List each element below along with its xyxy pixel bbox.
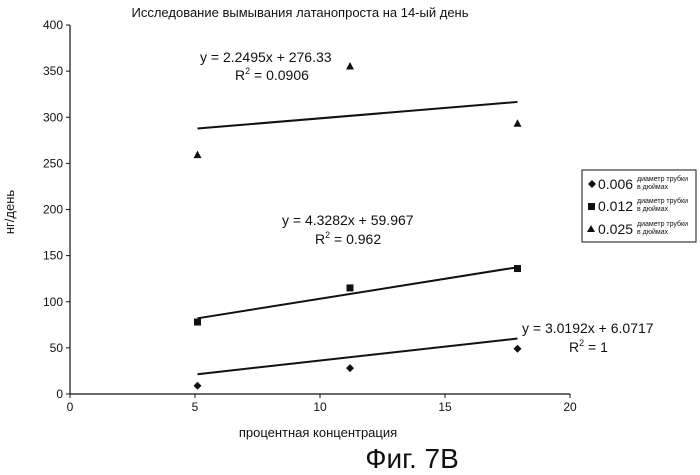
legend-label-3: 0.025 <box>598 221 633 237</box>
x-tick-label: 20 <box>563 400 577 414</box>
x-tick-label: 0 <box>67 400 74 414</box>
y-tick-label: 100 <box>43 295 63 309</box>
y-tick-group: 0 50 100 150 200 250 300 350 400 <box>43 18 70 401</box>
equation-series-3: y = 2.2495x + 276.33 <box>200 49 332 65</box>
y-tick-label: 150 <box>43 249 63 263</box>
equation-series-1: y = 3.0192x + 6.0717 <box>522 320 654 336</box>
r2-series-1: R2 = 1 <box>569 338 608 355</box>
figure-label: Фиг. 7В <box>365 443 459 474</box>
y-tick-label: 0 <box>56 387 63 401</box>
y-tick-label: 400 <box>43 18 63 32</box>
y-tick-label: 250 <box>43 156 63 170</box>
x-tick-group: 0 5 10 15 20 <box>67 394 577 414</box>
data-point-series-3 <box>194 151 202 159</box>
trendline-series-1 <box>198 339 518 375</box>
legend-label-1: 0.006 <box>598 176 633 192</box>
legend-note-3a: диаметр трубки <box>637 220 688 228</box>
legend-square-marker <box>588 203 595 210</box>
legend-note-3b: в дюймах <box>637 228 669 236</box>
data-point-series-2 <box>347 284 354 291</box>
trendline-series-3 <box>198 102 518 129</box>
legend-note-1a: диаметр трубки <box>637 175 688 183</box>
y-tick-label: 350 <box>43 64 63 78</box>
data-point-series-3 <box>514 119 522 127</box>
legend-note-2b: в дюймах <box>637 205 669 213</box>
plot-axes <box>70 25 570 394</box>
data-point-series-3 <box>346 62 354 69</box>
equation-series-2: y = 4.3282x + 59.967 <box>282 212 414 228</box>
trendline-series-2 <box>198 267 518 318</box>
y-axis-label: нг/день <box>2 190 17 235</box>
x-tick-label: 15 <box>438 400 452 414</box>
x-axis-label: процентная концентрация <box>239 425 397 440</box>
data-point-series-1 <box>346 364 354 372</box>
legend-note-1b: в дюймах <box>637 183 669 191</box>
y-tick-label: 50 <box>50 341 64 355</box>
data-point-series-1 <box>194 382 202 390</box>
data-point-series-2 <box>194 319 201 326</box>
legend: 0.006 диаметр трубки в дюймах 0.012 диам… <box>582 170 696 242</box>
r2-series-3: R2 = 0.0906 <box>235 66 309 83</box>
r2-series-2: R2 = 0.962 <box>315 230 381 247</box>
chart-title: Исследование вымывания латанопроста на 1… <box>132 5 469 20</box>
legend-label-2: 0.012 <box>598 198 633 214</box>
x-tick-label: 5 <box>192 400 199 414</box>
y-tick-label: 200 <box>43 203 63 217</box>
data-point-series-2 <box>514 265 521 272</box>
data-point-series-1 <box>514 345 522 353</box>
x-tick-label: 10 <box>313 400 327 414</box>
y-tick-label: 300 <box>43 110 63 124</box>
legend-note-2a: диаметр трубки <box>637 197 688 205</box>
